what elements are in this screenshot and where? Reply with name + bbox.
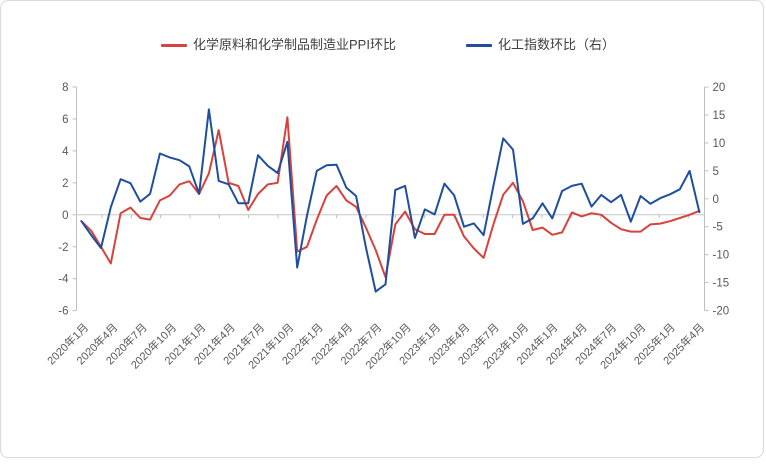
legend: 化学原料和化学制品制造业PPI环比 化工指数环比（右）	[1, 36, 763, 54]
left-axis-tick-label: -2	[58, 242, 68, 254]
left-axis-tick-label: -6	[58, 306, 68, 318]
left-axis-tick-label: 6	[62, 114, 68, 126]
left-axis-tick-label: 4	[62, 146, 69, 158]
ppi-series-line	[80, 116, 701, 279]
legend-item-ppi: 化学原料和化学制品制造业PPI环比	[161, 36, 396, 54]
right-axis-tick-label: 0	[713, 194, 719, 206]
chem-index-series-line	[80, 108, 701, 293]
left-axis-tick-label: 0	[62, 210, 68, 222]
right-axis-tick-label: -15	[713, 278, 730, 290]
right-axis-tick-label: 20	[713, 82, 726, 94]
left-axis-tick-label: 8	[62, 82, 68, 94]
right-axis-tick-label: 10	[713, 138, 726, 150]
chem-index-series-legend-label: 化工指数环比（右）	[498, 37, 616, 52]
left-axis-tick-label: 2	[62, 178, 68, 190]
right-axis-tick-label: -10	[713, 250, 730, 262]
right-axis-tick-label: -5	[713, 222, 723, 234]
chem-index-series-line-swatch	[466, 43, 492, 47]
ppi-series-line-swatch	[161, 43, 187, 47]
right-axis-tick-label: 15	[713, 110, 726, 122]
legend-item-chem-index: 化工指数环比（右）	[466, 36, 615, 54]
left-axis-tick-label: -4	[58, 274, 69, 286]
ppi-series-legend-label: 化学原料和化学制品制造业PPI环比	[193, 37, 396, 52]
right-axis-tick-label: 5	[713, 166, 719, 178]
right-axis-tick-label: -20	[713, 306, 730, 318]
